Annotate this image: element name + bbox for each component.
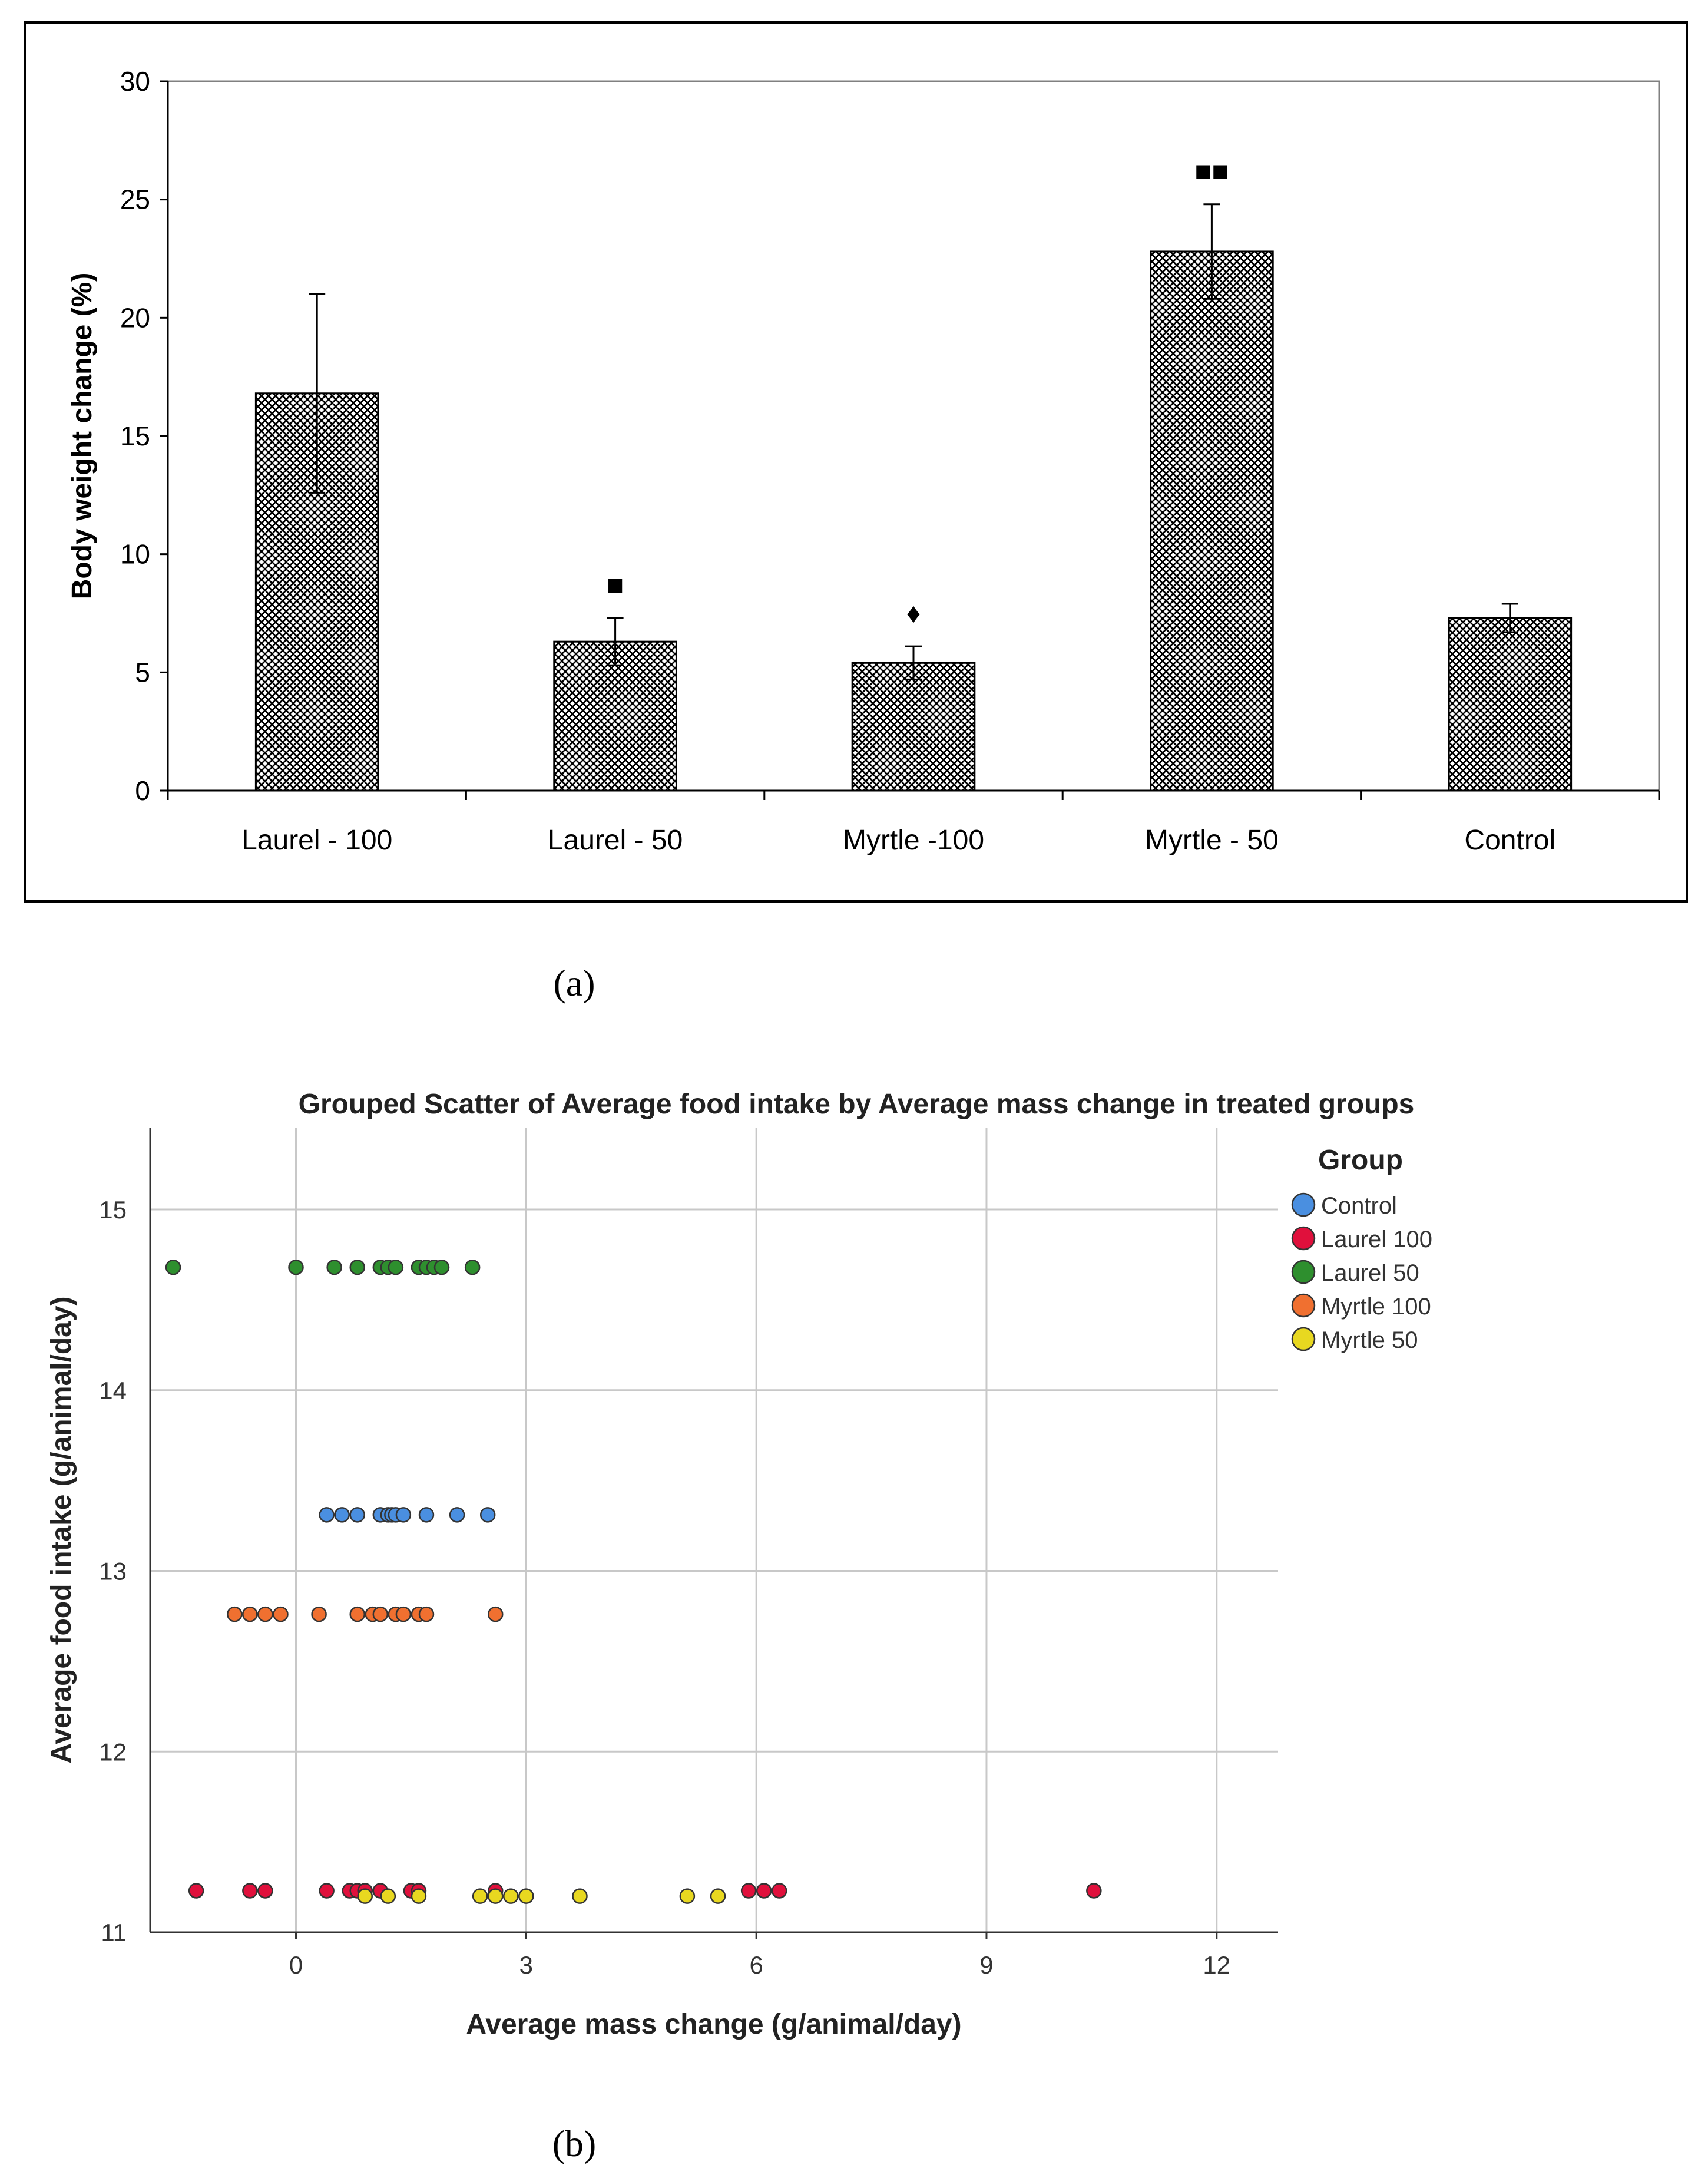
- scatter-point: [242, 1883, 258, 1899]
- scatter-x-tick-label: 12: [1203, 1951, 1230, 1979]
- scatter-point: [372, 1606, 389, 1622]
- scatter-point: [449, 1507, 465, 1523]
- scatter-point: [740, 1883, 757, 1899]
- scatter-point: [679, 1888, 696, 1904]
- scatter-point: [518, 1888, 534, 1904]
- bar-y-tick-label: 20: [120, 302, 150, 333]
- scatter-point: [487, 1888, 504, 1904]
- scatter-point: [188, 1883, 204, 1899]
- legend-swatch: [1291, 1260, 1316, 1284]
- bar-y-tick-label: 25: [120, 184, 150, 215]
- scatter-point: [756, 1883, 772, 1899]
- scatter-point: [572, 1888, 588, 1904]
- significance-marker: ■■: [1194, 156, 1229, 187]
- scatter-title: Grouped Scatter of Average food intake b…: [299, 1089, 1415, 1120]
- legend-swatch: [1291, 1327, 1316, 1351]
- scatter-point: [710, 1888, 726, 1904]
- scatter-point: [334, 1507, 350, 1523]
- scatter-point: [257, 1883, 273, 1899]
- scatter-point: [380, 1888, 396, 1904]
- scatter-y-tick-label: 11: [101, 1919, 127, 1946]
- scatter-point: [771, 1883, 787, 1899]
- significance-marker: ♦: [906, 598, 921, 629]
- bar: [1150, 250, 1274, 792]
- scatter-point: [503, 1888, 519, 1904]
- scatter-point: [395, 1606, 412, 1622]
- scatter-point: [319, 1883, 335, 1899]
- legend-entry-label: Control: [1321, 1193, 1397, 1219]
- scatter-point: [349, 1259, 365, 1275]
- bar-category-label: Control: [1464, 825, 1555, 856]
- scatter-point: [411, 1888, 427, 1904]
- scatter-point: [326, 1259, 342, 1275]
- scatter-x-tick-label: 0: [289, 1951, 303, 1979]
- bar-chart-frame: [24, 21, 1688, 903]
- bar-category-label: Laurel - 100: [241, 825, 392, 856]
- bar-y-tick-label: 10: [120, 539, 150, 570]
- legend-swatch: [1291, 1293, 1316, 1318]
- scatter-point: [395, 1507, 412, 1523]
- bar-y-tick-label: 30: [120, 66, 150, 97]
- scatter-point: [319, 1507, 335, 1523]
- bar-category-label: Myrtle - 50: [1145, 825, 1279, 856]
- scatter-y-axis-label: Average food intake (g/animal/day): [46, 1296, 77, 1763]
- scatter-point: [418, 1606, 435, 1622]
- panel-label-b: (b): [552, 2123, 597, 2164]
- scatter-point: [349, 1606, 365, 1622]
- scatter-y-tick-label: 12: [99, 1738, 127, 1766]
- scatter-x-axis-label: Average mass change (g/animal/day): [466, 2009, 961, 2040]
- bar: [1448, 617, 1573, 792]
- scatter-point: [433, 1259, 450, 1275]
- scatter-x-tick-label: 6: [749, 1951, 763, 1979]
- scatter-point: [464, 1259, 481, 1275]
- bar-category-label: Myrtle -100: [843, 825, 984, 856]
- bar-y-tick-label: 5: [135, 657, 150, 687]
- significance-marker: ■: [607, 570, 624, 601]
- bar-category-label: Laurel - 50: [548, 825, 683, 856]
- scatter-point: [357, 1888, 373, 1904]
- scatter-point: [257, 1606, 273, 1622]
- bar-y-tick-label: 15: [120, 421, 150, 451]
- legend-entry-label: Laurel 100: [1321, 1227, 1432, 1252]
- legend-entry-label: Myrtle 100: [1321, 1294, 1431, 1320]
- legend-title: Group: [1318, 1145, 1403, 1176]
- panel-label-a: (a): [553, 962, 595, 1004]
- scatter-point: [472, 1888, 488, 1904]
- legend-swatch: [1291, 1226, 1316, 1251]
- scatter-point: [1086, 1883, 1102, 1899]
- scatter-point: [288, 1259, 304, 1275]
- scatter-point: [487, 1606, 504, 1622]
- legend-entry-label: Myrtle 50: [1321, 1327, 1418, 1353]
- scatter-x-tick-label: 9: [979, 1951, 993, 1979]
- bar-y-tick-label: 0: [135, 775, 150, 806]
- scatter-point: [349, 1507, 365, 1523]
- scatter-point: [418, 1507, 435, 1523]
- bar-y-axis-label: Body weight change (%): [67, 273, 98, 600]
- scatter-point: [273, 1606, 289, 1622]
- scatter-point: [479, 1507, 496, 1523]
- scatter-y-tick-label: 13: [99, 1558, 127, 1585]
- bar: [851, 662, 976, 792]
- scatter-point: [165, 1259, 181, 1275]
- scatter-y-tick-label: 15: [99, 1196, 127, 1224]
- scatter-x-tick-label: 3: [519, 1951, 533, 1979]
- legend-swatch: [1291, 1192, 1316, 1217]
- scatter-point: [311, 1606, 327, 1622]
- scatter-point: [227, 1606, 243, 1622]
- legend-entry-label: Laurel 50: [1321, 1260, 1419, 1286]
- scatter-y-tick-label: 14: [99, 1377, 127, 1404]
- scatter-point: [242, 1606, 258, 1622]
- scatter-point: [388, 1259, 404, 1275]
